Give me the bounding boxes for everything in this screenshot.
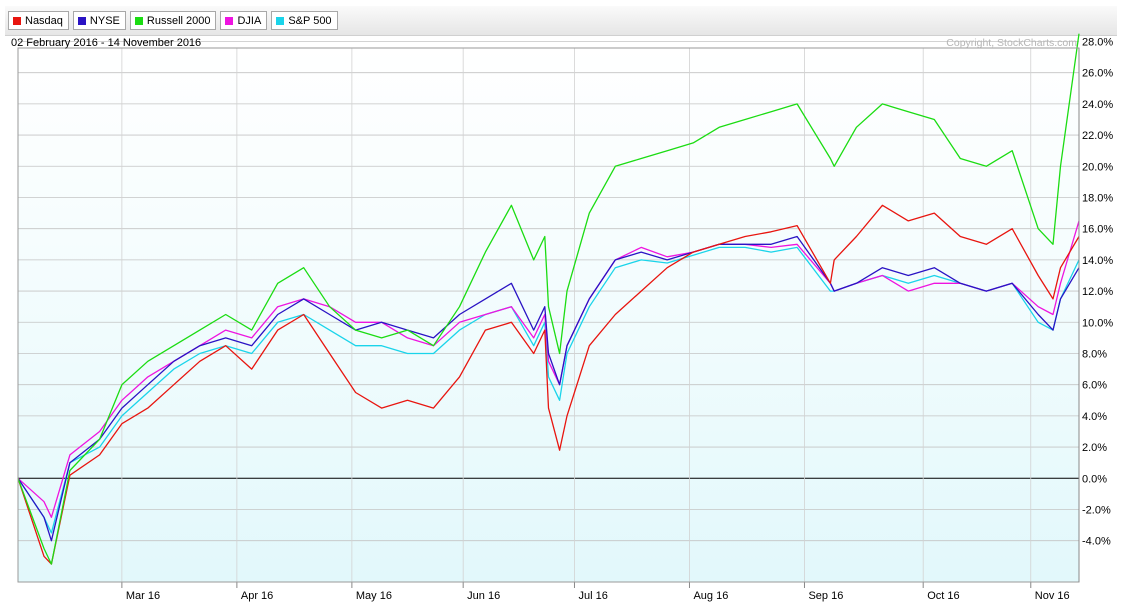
x-tick-label: Jul 16: [578, 590, 607, 602]
legend-swatch: [13, 16, 21, 25]
legend-label: Russell 2000: [146, 14, 211, 27]
x-tick-label: Mar 16: [126, 590, 160, 602]
series-line-nyse: [17, 235, 1080, 542]
legend-item-nyse[interactable]: NYSE: [72, 11, 126, 30]
y-tick-label: 8.0%: [1082, 348, 1107, 360]
y-tick-label: 28.0%: [1082, 36, 1113, 48]
legend-item-nasdaq[interactable]: Nasdaq: [8, 11, 69, 30]
y-tick-label: 6.0%: [1082, 380, 1107, 392]
x-tick-label: Apr 16: [241, 590, 273, 602]
y-tick-label: 14.0%: [1082, 255, 1113, 267]
legend-item-russell-2000[interactable]: Russell 2000: [129, 11, 217, 30]
y-tick-label: 18.0%: [1082, 192, 1113, 204]
y-tick-label: 22.0%: [1082, 130, 1113, 142]
legend-label: S&P 500: [288, 14, 332, 27]
date-range-label: 02 February 2016 - 14 November 2016: [11, 37, 201, 49]
legend-swatch: [134, 16, 143, 25]
y-tick-label: 16.0%: [1082, 224, 1113, 236]
y-tick-label: 0.0%: [1082, 473, 1107, 485]
legend-label: DJIA: [237, 14, 262, 27]
series-line-russell-2000: [17, 33, 1080, 565]
legend-swatch: [276, 16, 285, 25]
y-tick-label: 26.0%: [1082, 68, 1113, 80]
legend-swatch: [225, 16, 234, 25]
legend-item-sp500[interactable]: S&P 500: [271, 11, 338, 30]
y-tick-label: 12.0%: [1082, 286, 1113, 298]
y-tick-label: 2.0%: [1082, 442, 1107, 454]
x-tick-label: Oct 16: [927, 590, 959, 602]
y-tick-label: 4.0%: [1082, 411, 1107, 423]
legend-bar: Nasdaq NYSE Russell 2000 DJIA S&P 500: [5, 6, 1117, 36]
y-tick-label: 20.0%: [1082, 161, 1113, 173]
x-tick-label: Aug 16: [693, 590, 728, 602]
series-line-nasdaq: [17, 204, 1080, 565]
legend-label: Nasdaq: [25, 14, 63, 27]
series-line-s-p-500: [17, 246, 1080, 534]
x-tick-label: May 16: [356, 590, 392, 602]
x-tick-label: Nov 16: [1035, 590, 1070, 602]
x-tick-label: Sep 16: [808, 590, 843, 602]
legend-item-djia[interactable]: DJIA: [220, 11, 268, 30]
legend-swatch: [77, 16, 86, 25]
plot-background: [18, 48, 1079, 582]
legend-label: NYSE: [89, 14, 120, 27]
x-tick-label: Jun 16: [467, 590, 500, 602]
y-tick-label: 10.0%: [1082, 317, 1113, 329]
copyright-label: Copyright, StockCharts.com: [946, 37, 1077, 49]
y-tick-label: -4.0%: [1082, 536, 1111, 548]
y-tick-label: 24.0%: [1082, 99, 1113, 111]
y-tick-label: -2.0%: [1082, 504, 1111, 516]
